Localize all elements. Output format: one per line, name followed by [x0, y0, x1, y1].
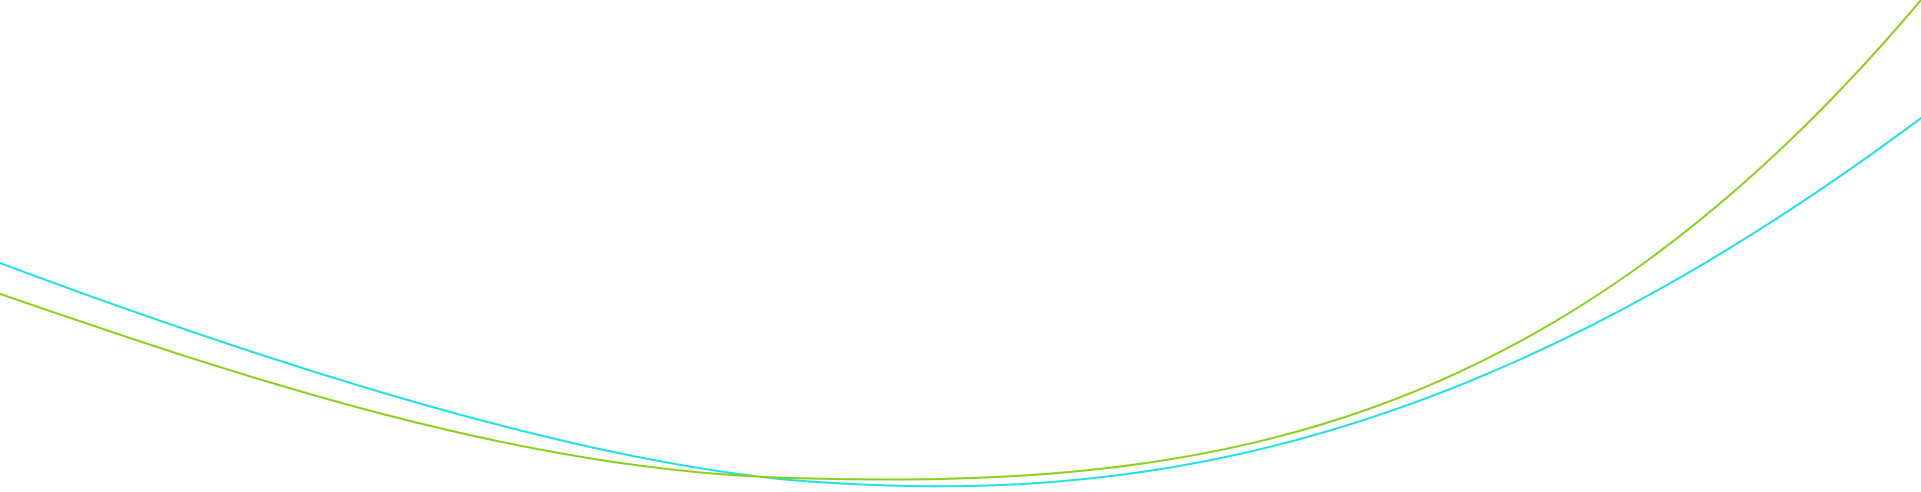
- cyan-wave-line: [0, 117, 1921, 488]
- lime-wave-line: [0, 0, 1921, 481]
